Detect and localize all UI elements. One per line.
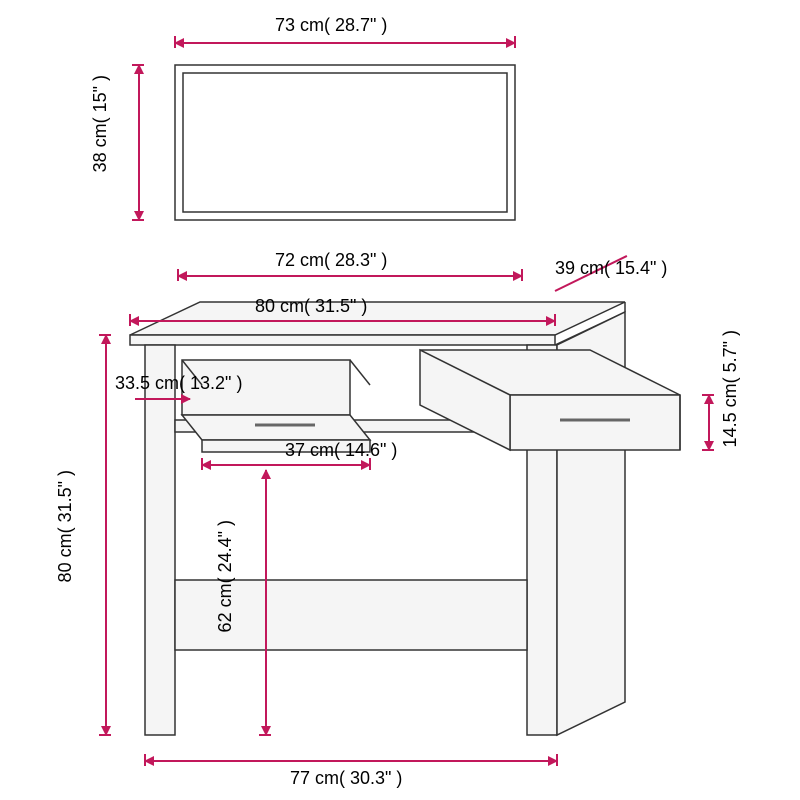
label-inner-width: 72 cm( 28.3" ): [275, 250, 387, 271]
label-depth: 39 cm( 15.4" ): [555, 258, 667, 279]
label-drawer-depth: 33.5 cm( 13.2" ): [115, 373, 242, 394]
furniture-diagram: [0, 0, 800, 800]
label-top-width: 80 cm( 31.5" ): [255, 296, 367, 317]
label-clearance: 62 cm( 24.4" ): [215, 520, 236, 632]
label-desk-height: 80 cm( 31.5" ): [55, 470, 76, 582]
mirror-outline: [175, 65, 515, 220]
desk-left-panel: [145, 345, 175, 735]
label-drawer-height: 14.5 cm( 5.7" ): [720, 330, 741, 447]
label-mirror-height: 38 cm( 15" ): [90, 75, 111, 172]
label-mirror-width: 73 cm( 28.7" ): [275, 15, 387, 36]
label-drawer-width: 37 cm( 14.6" ): [285, 440, 397, 461]
label-base-width: 77 cm( 30.3" ): [290, 768, 402, 789]
right-drawer: [420, 350, 680, 450]
